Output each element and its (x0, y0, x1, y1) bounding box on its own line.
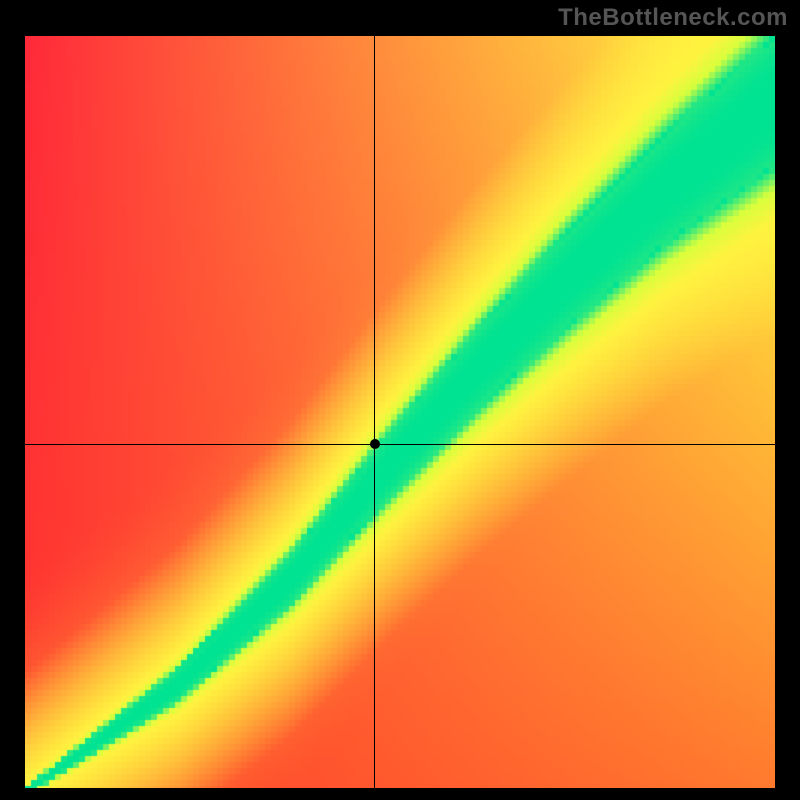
heatmap-canvas (25, 36, 775, 788)
watermark-text: TheBottleneck.com (558, 4, 788, 32)
bottleneck-heatmap-plot (25, 36, 775, 788)
crosshair-marker-dot (370, 439, 380, 449)
crosshair-vertical (374, 36, 375, 788)
crosshair-horizontal (25, 444, 775, 445)
